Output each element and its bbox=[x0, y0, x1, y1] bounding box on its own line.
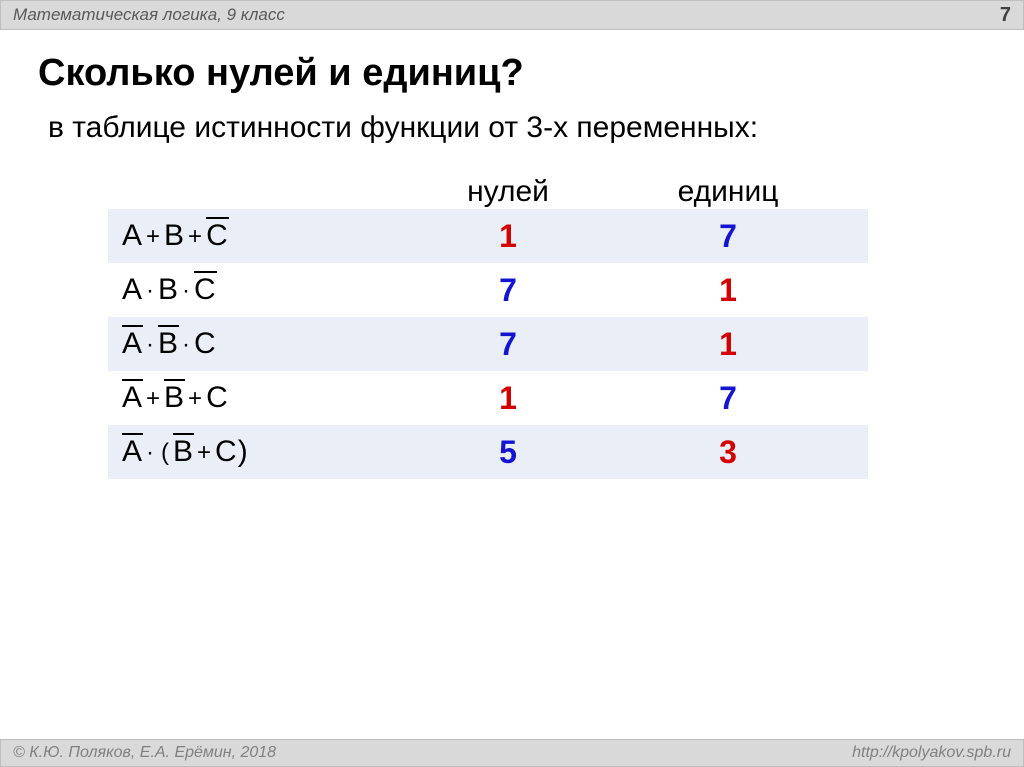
ones-cell: 7 bbox=[608, 380, 848, 417]
ones-cell: 1 bbox=[608, 272, 848, 309]
table-header: нулей единиц bbox=[108, 175, 868, 209]
footer-left: © К.Ю. Поляков, Е.А. Ерёмин, 2018 bbox=[13, 744, 276, 762]
formula-cell: A·B·C bbox=[108, 327, 408, 361]
formula-cell: A+B+C bbox=[108, 219, 408, 253]
ones-cell: 7 bbox=[608, 218, 848, 255]
formula-cell: A·(B+C) bbox=[108, 435, 408, 469]
zeros-cell: 1 bbox=[408, 218, 608, 255]
table-row: A·B·C71 bbox=[108, 263, 868, 317]
zeros-cell: 7 bbox=[408, 272, 608, 309]
slide-subtitle: в таблице истинности функции от 3-х пере… bbox=[0, 105, 1024, 165]
table-row: A+B+C17 bbox=[108, 371, 868, 425]
truth-table: нулей единиц A+B+C17A·B·C71A·B·C71A+B+C1… bbox=[108, 175, 868, 479]
footer-right: http://kpolyakov.spb.ru bbox=[852, 744, 1011, 762]
col-header-ones: единиц bbox=[608, 175, 848, 209]
slide-number: 7 bbox=[1000, 4, 1011, 27]
zeros-cell: 1 bbox=[408, 380, 608, 417]
footer-bar: © К.Ю. Поляков, Е.А. Ерёмин, 2018 http:/… bbox=[0, 739, 1024, 767]
table-row: A·B·C71 bbox=[108, 317, 868, 371]
formula-cell: A·B·C bbox=[108, 273, 408, 307]
ones-cell: 1 bbox=[608, 326, 848, 363]
formula-cell: A+B+C bbox=[108, 381, 408, 415]
table-row: A·(B+C)53 bbox=[108, 425, 868, 479]
col-header-zeros: нулей bbox=[408, 175, 608, 209]
table-row: A+B+C17 bbox=[108, 209, 868, 263]
zeros-cell: 5 bbox=[408, 434, 608, 471]
slide-title: Сколько нулей и единиц? bbox=[0, 30, 1024, 105]
header-bar: Математическая логика, 9 класс 7 bbox=[0, 0, 1024, 30]
header-left: Математическая логика, 9 класс bbox=[13, 5, 285, 25]
zeros-cell: 7 bbox=[408, 326, 608, 363]
ones-cell: 3 bbox=[608, 434, 848, 471]
